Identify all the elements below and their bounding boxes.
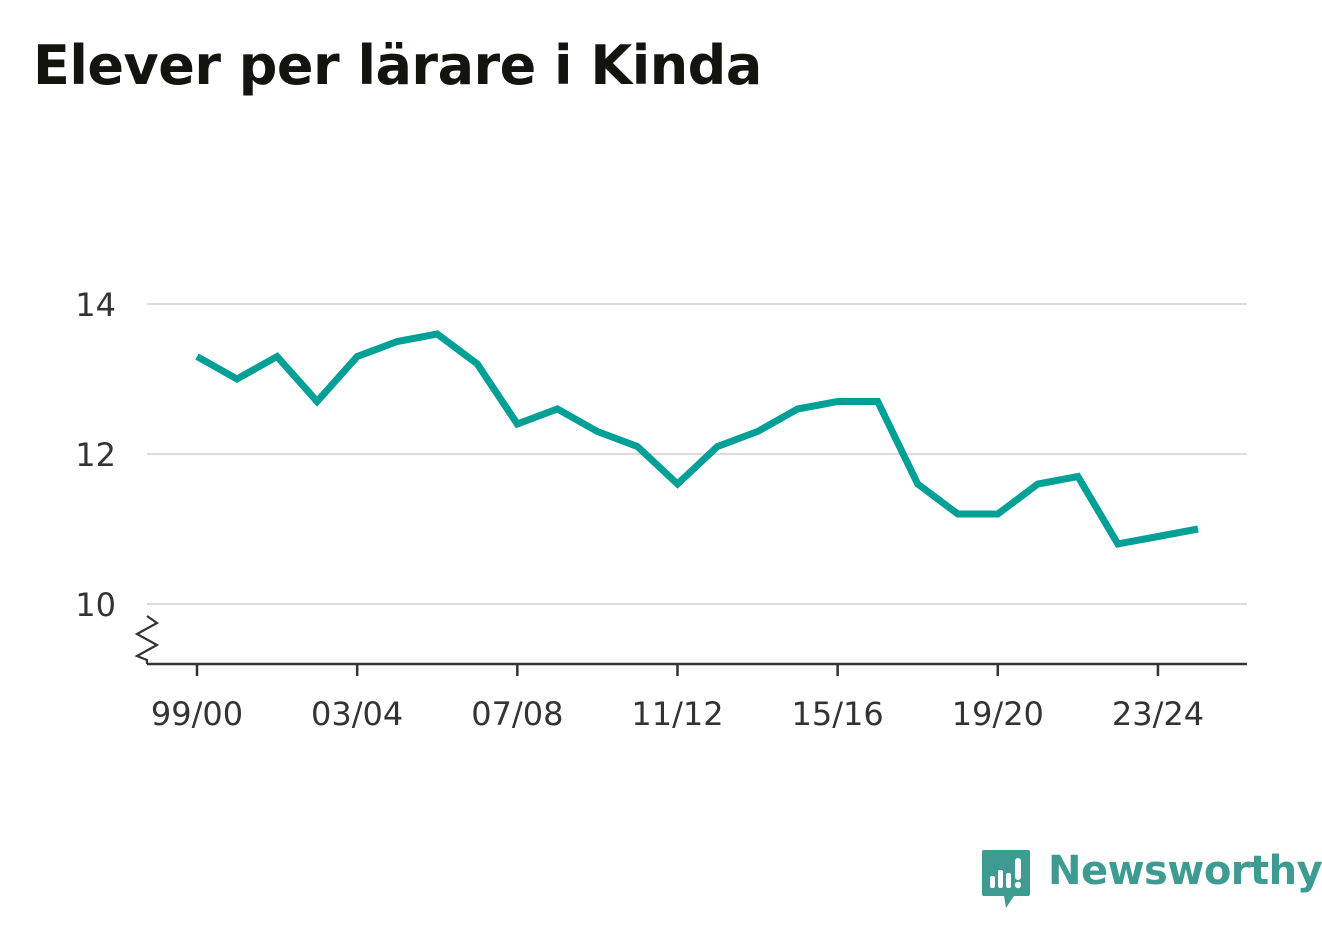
series-line: [195, 330, 1199, 548]
data-point-07-08: [514, 421, 521, 428]
data-point-15-16: [834, 398, 841, 405]
data-point-13-14: [754, 428, 761, 435]
data-point-22-23: [1114, 541, 1121, 548]
data-point-14-15: [794, 406, 801, 413]
x-axis: [134, 615, 1247, 676]
y-axis-labels: 10 12 14: [75, 286, 116, 624]
data-point-02-03: [314, 398, 321, 405]
data-point-09-10: [594, 428, 601, 435]
data-point-17-18: [914, 481, 921, 488]
brand-name: Newsworthy: [1048, 848, 1322, 894]
x-tick-label-11/12: 11/12: [631, 695, 723, 733]
y-tick-label-10: 10: [75, 586, 116, 624]
data-point-11-12: [674, 481, 681, 488]
data-point-03-04: [354, 353, 361, 360]
x-axis-labels: 99/00 03/04 07/08 11/12 15/16 19/20 23/24: [151, 695, 1204, 733]
x-tick-label-23/24: 23/24: [1112, 695, 1204, 733]
x-tick-label-19/20: 19/20: [952, 695, 1044, 733]
grid-lines: [147, 303, 1247, 605]
series-line-group: [194, 330, 1202, 548]
data-point-10-11: [634, 443, 641, 450]
data-point-16-17: [874, 398, 881, 405]
data-point-20-21: [1034, 481, 1041, 488]
newsworthy-logo-icon: [982, 850, 1030, 908]
x-tick-label-15/16: 15/16: [792, 695, 884, 733]
data-point-99-00: [194, 353, 201, 360]
data-point-19-20: [994, 511, 1001, 518]
chart-title: Elever per lärare i Kinda: [33, 34, 762, 97]
data-point-08-09: [554, 406, 561, 413]
y-tick-label-12: 12: [75, 436, 116, 474]
data-point-01-02: [274, 353, 281, 360]
data-point-18-19: [954, 511, 961, 518]
data-point-12-13: [714, 443, 721, 450]
data-point-00-01: [234, 376, 241, 383]
data-point-21-22: [1074, 473, 1081, 480]
data-point-04-05: [394, 338, 401, 345]
y-tick-label-14: 14: [75, 286, 116, 324]
x-tick-label-99/00: 99/00: [151, 695, 243, 733]
brand: Newsworthy: [982, 848, 1322, 910]
data-point-06-07: [474, 361, 481, 368]
x-tick-label-07/08: 07/08: [471, 695, 563, 733]
data-point-23-24: [1154, 533, 1161, 540]
y-axis-break-icon: [134, 615, 160, 664]
data-point-05-06: [434, 331, 441, 338]
x-tick-label-03/04: 03/04: [311, 695, 403, 733]
data-point-24-25: [1195, 526, 1202, 533]
